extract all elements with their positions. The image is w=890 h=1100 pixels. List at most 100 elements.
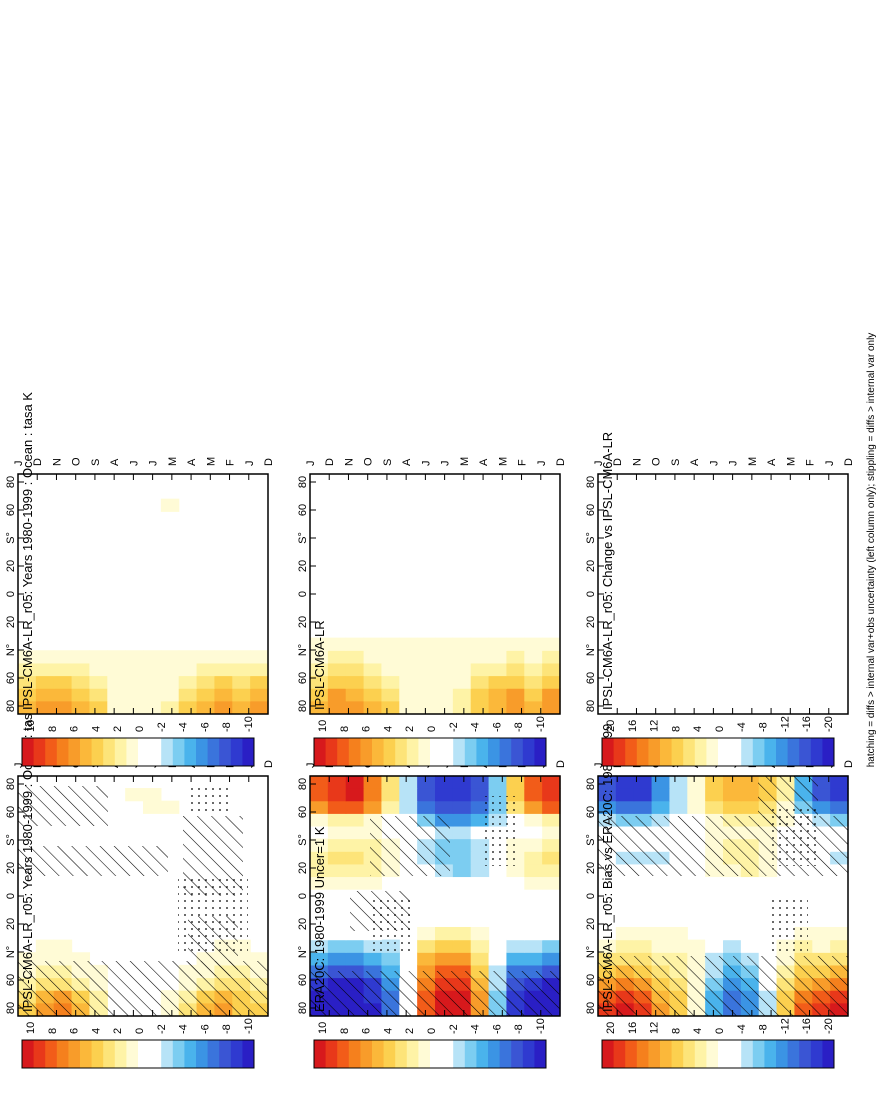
heatmap-cell [417, 926, 436, 941]
y-tick-label: 0 [297, 893, 309, 899]
heatmap-cell [651, 926, 671, 941]
y-tick-label: 20 [585, 616, 597, 628]
x-tick-label: D [263, 760, 275, 768]
colorbar-tick-label: 2 [404, 1028, 416, 1034]
x-tick-label: M [497, 457, 509, 466]
colorbar-swatch [395, 1040, 408, 1068]
heatmap-cell [160, 662, 180, 677]
x-tick-label: F [517, 459, 529, 466]
heatmap-cell [310, 675, 329, 689]
colorbar-swatch [418, 738, 431, 766]
x-tick-label: J [593, 763, 605, 769]
x-tick-label: J [305, 461, 317, 467]
heatmap-cell [363, 688, 383, 702]
heatmap-cell [830, 876, 849, 890]
colorbar-swatch [103, 738, 116, 766]
stippling-region [480, 796, 520, 866]
x-tick-label: D [263, 458, 275, 466]
heatmap-cell [506, 662, 525, 677]
heatmap-cell [506, 688, 525, 702]
heatmap-cell [327, 688, 347, 702]
colorbar-swatch [314, 738, 327, 766]
heatmap-cell [345, 675, 365, 689]
heatmap-cell [310, 700, 329, 714]
heatmap-cell [250, 688, 269, 702]
colorbar-tick-label: 2 [404, 726, 416, 732]
heatmap-cell [214, 662, 233, 677]
colorbar-model: 10 8 6 4 2 0 -2 -4 -6 -8 -10 [21, 1018, 255, 1069]
heatmap-cell [310, 838, 329, 852]
heatmap-cell [669, 926, 688, 941]
heatmap-cell [651, 800, 671, 814]
y-tick-label: S° [585, 834, 597, 846]
heatmap-cell [435, 800, 454, 814]
colorbar-tick-label: -2 [156, 1024, 168, 1034]
colorbar-tick-label: 6 [69, 726, 81, 732]
heatmap-cell [435, 775, 454, 789]
heatmap-cell [506, 952, 525, 966]
heatmap-cell [345, 838, 365, 852]
heatmap-cell [452, 662, 472, 677]
colorbar-swatch [80, 738, 93, 766]
colorbar-swatch [22, 738, 35, 766]
heatmap-cell [327, 700, 347, 714]
heatmap-cell [327, 838, 347, 852]
heatmap-cell [345, 700, 365, 714]
y-tick-label: 80 [297, 1002, 309, 1014]
heatmap-cell [250, 675, 269, 689]
colorbar-swatch [464, 738, 477, 766]
heatmap-cell [345, 662, 365, 677]
colorbar-swatch [511, 738, 524, 766]
heatmap-cell [651, 876, 671, 890]
heatmap-cell [542, 863, 561, 878]
colorbar-tick-label: -4 [178, 1024, 190, 1034]
y-tick-label: 60 [297, 672, 309, 684]
colorbar-swatch [476, 1040, 489, 1068]
colorbar-swatch [522, 738, 535, 766]
colorbar-tick-label: -4 [736, 722, 748, 732]
colorbar-swatch [683, 738, 696, 766]
x-tick-label: O [363, 457, 375, 466]
colorbar-swatch [161, 1040, 174, 1068]
x-tick-label: S [382, 459, 394, 466]
x-tick-label: J [728, 461, 740, 467]
heatmap-cell [506, 775, 525, 789]
colorbar-tick-label: -16 [801, 1018, 813, 1034]
heatmap-cell [327, 851, 347, 865]
heatmap-cell [310, 788, 329, 802]
colorbar-swatch [476, 738, 489, 766]
colorbar-frame [601, 737, 835, 767]
colorbar-tick-label: -2 [448, 722, 460, 732]
y-tick-label: N° [297, 644, 309, 656]
x-tick-label: M [459, 457, 471, 466]
colorbar-tick-label: -12 [779, 1018, 791, 1034]
x-tick-label: M [785, 457, 797, 466]
x-tick-label: D [843, 458, 855, 466]
colorbar-swatch [138, 738, 151, 766]
y-tick-label: 0 [5, 591, 17, 597]
heatmap-cell [524, 662, 543, 677]
heatmap-cell [417, 939, 436, 953]
colorbar-tick-label: 4 [90, 726, 102, 732]
colorbar-tick-label: -6 [199, 722, 211, 732]
heatmap-cell [524, 863, 543, 878]
colorbar-swatch [149, 1040, 162, 1068]
y-tick-label: 80 [297, 476, 309, 488]
colorbar-swatch [776, 738, 789, 766]
heatmap-cell [615, 800, 635, 814]
colorbar-swatch [219, 738, 232, 766]
x-tick-label: D [32, 458, 44, 466]
colorbar-tick-label: 20 [605, 1022, 617, 1034]
heatmap-cell [232, 700, 251, 714]
colorbar-swatch [314, 1040, 327, 1068]
colorbar-swatch [126, 738, 139, 766]
heatmap-cell [53, 688, 73, 702]
heatmap-cell [363, 637, 383, 651]
heatmap-cell [542, 637, 561, 651]
x-tick-label: J [13, 763, 25, 769]
heatmap-cell [723, 788, 742, 802]
heatmap-cell [310, 775, 329, 789]
colorbar-tick-label: -8 [758, 722, 770, 732]
colorbar-tick-label: -6 [491, 722, 503, 732]
y-tick-label: 20 [297, 616, 309, 628]
